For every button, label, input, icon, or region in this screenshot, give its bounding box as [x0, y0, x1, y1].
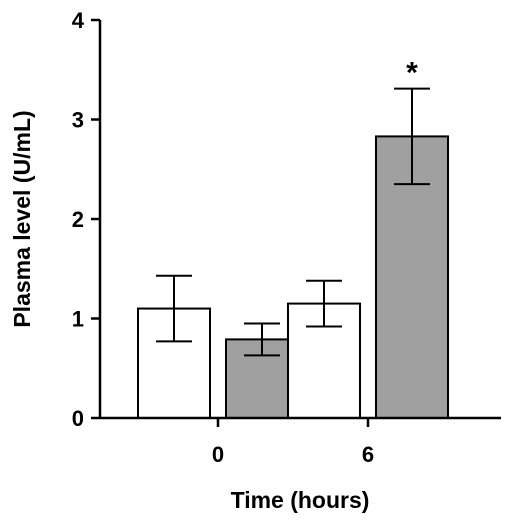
y-tick-label: 2: [72, 207, 84, 232]
y-axis-title: Plasma level (U/mL): [9, 110, 35, 327]
x-tick-label: 6: [362, 442, 374, 467]
chart-marks: [137, 87, 449, 420]
y-tick-label: 4: [72, 8, 85, 33]
y-tick-label: 0: [72, 406, 84, 431]
annotations: *: [406, 57, 418, 90]
y-ticks: 0 1 2 3 4: [72, 8, 100, 431]
y-tick-label: 1: [72, 307, 84, 332]
x-tick-label: 0: [212, 442, 224, 467]
y-tick-label: 3: [72, 108, 84, 133]
x-axis-title: Time (hours): [231, 487, 370, 513]
significance-marker: *: [406, 57, 418, 90]
